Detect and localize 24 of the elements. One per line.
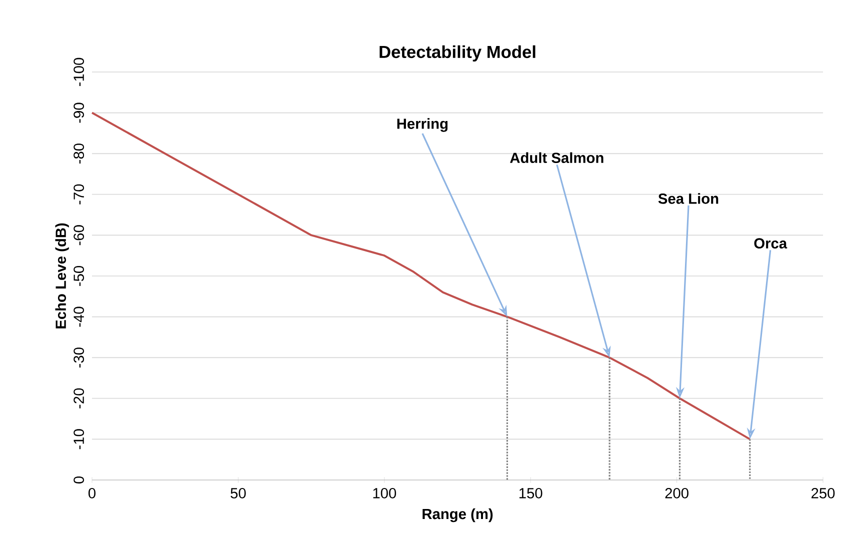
x-tick-label: 200 <box>665 488 688 498</box>
y-tick-label: -10 <box>74 429 84 450</box>
annotation: Orca <box>754 238 788 249</box>
y-axis-title: Echo Leve (dB) <box>55 223 69 328</box>
annotation: Adult Salmon <box>510 152 604 164</box>
x-tick-label: 50 <box>230 488 246 498</box>
x-tick-label: 0 <box>88 488 96 498</box>
annotation: Herring <box>397 118 448 132</box>
y-tick-label: -50 <box>74 266 84 286</box>
y-tick-label: -60 <box>74 225 84 246</box>
x-tick-label: 150 <box>519 488 542 498</box>
y-tick-label: 0 <box>74 476 84 484</box>
y-tick-label: -30 <box>74 348 84 368</box>
y-tick-label: -80 <box>74 144 84 164</box>
y-tick-label: -100 <box>74 58 84 86</box>
y-tick-label: -40 <box>74 306 84 327</box>
x-tick-label: 100 <box>373 488 396 498</box>
chart-title: Detectability Model <box>380 45 536 62</box>
x-axis-title: Range (m) <box>422 508 493 522</box>
annotation: Sea Lion <box>658 193 718 204</box>
y-tick-label: -70 <box>74 184 84 204</box>
y-tick-label: -90 <box>74 102 84 123</box>
x-tick-label: 250 <box>812 488 835 498</box>
y-tick-label: -20 <box>74 388 84 408</box>
